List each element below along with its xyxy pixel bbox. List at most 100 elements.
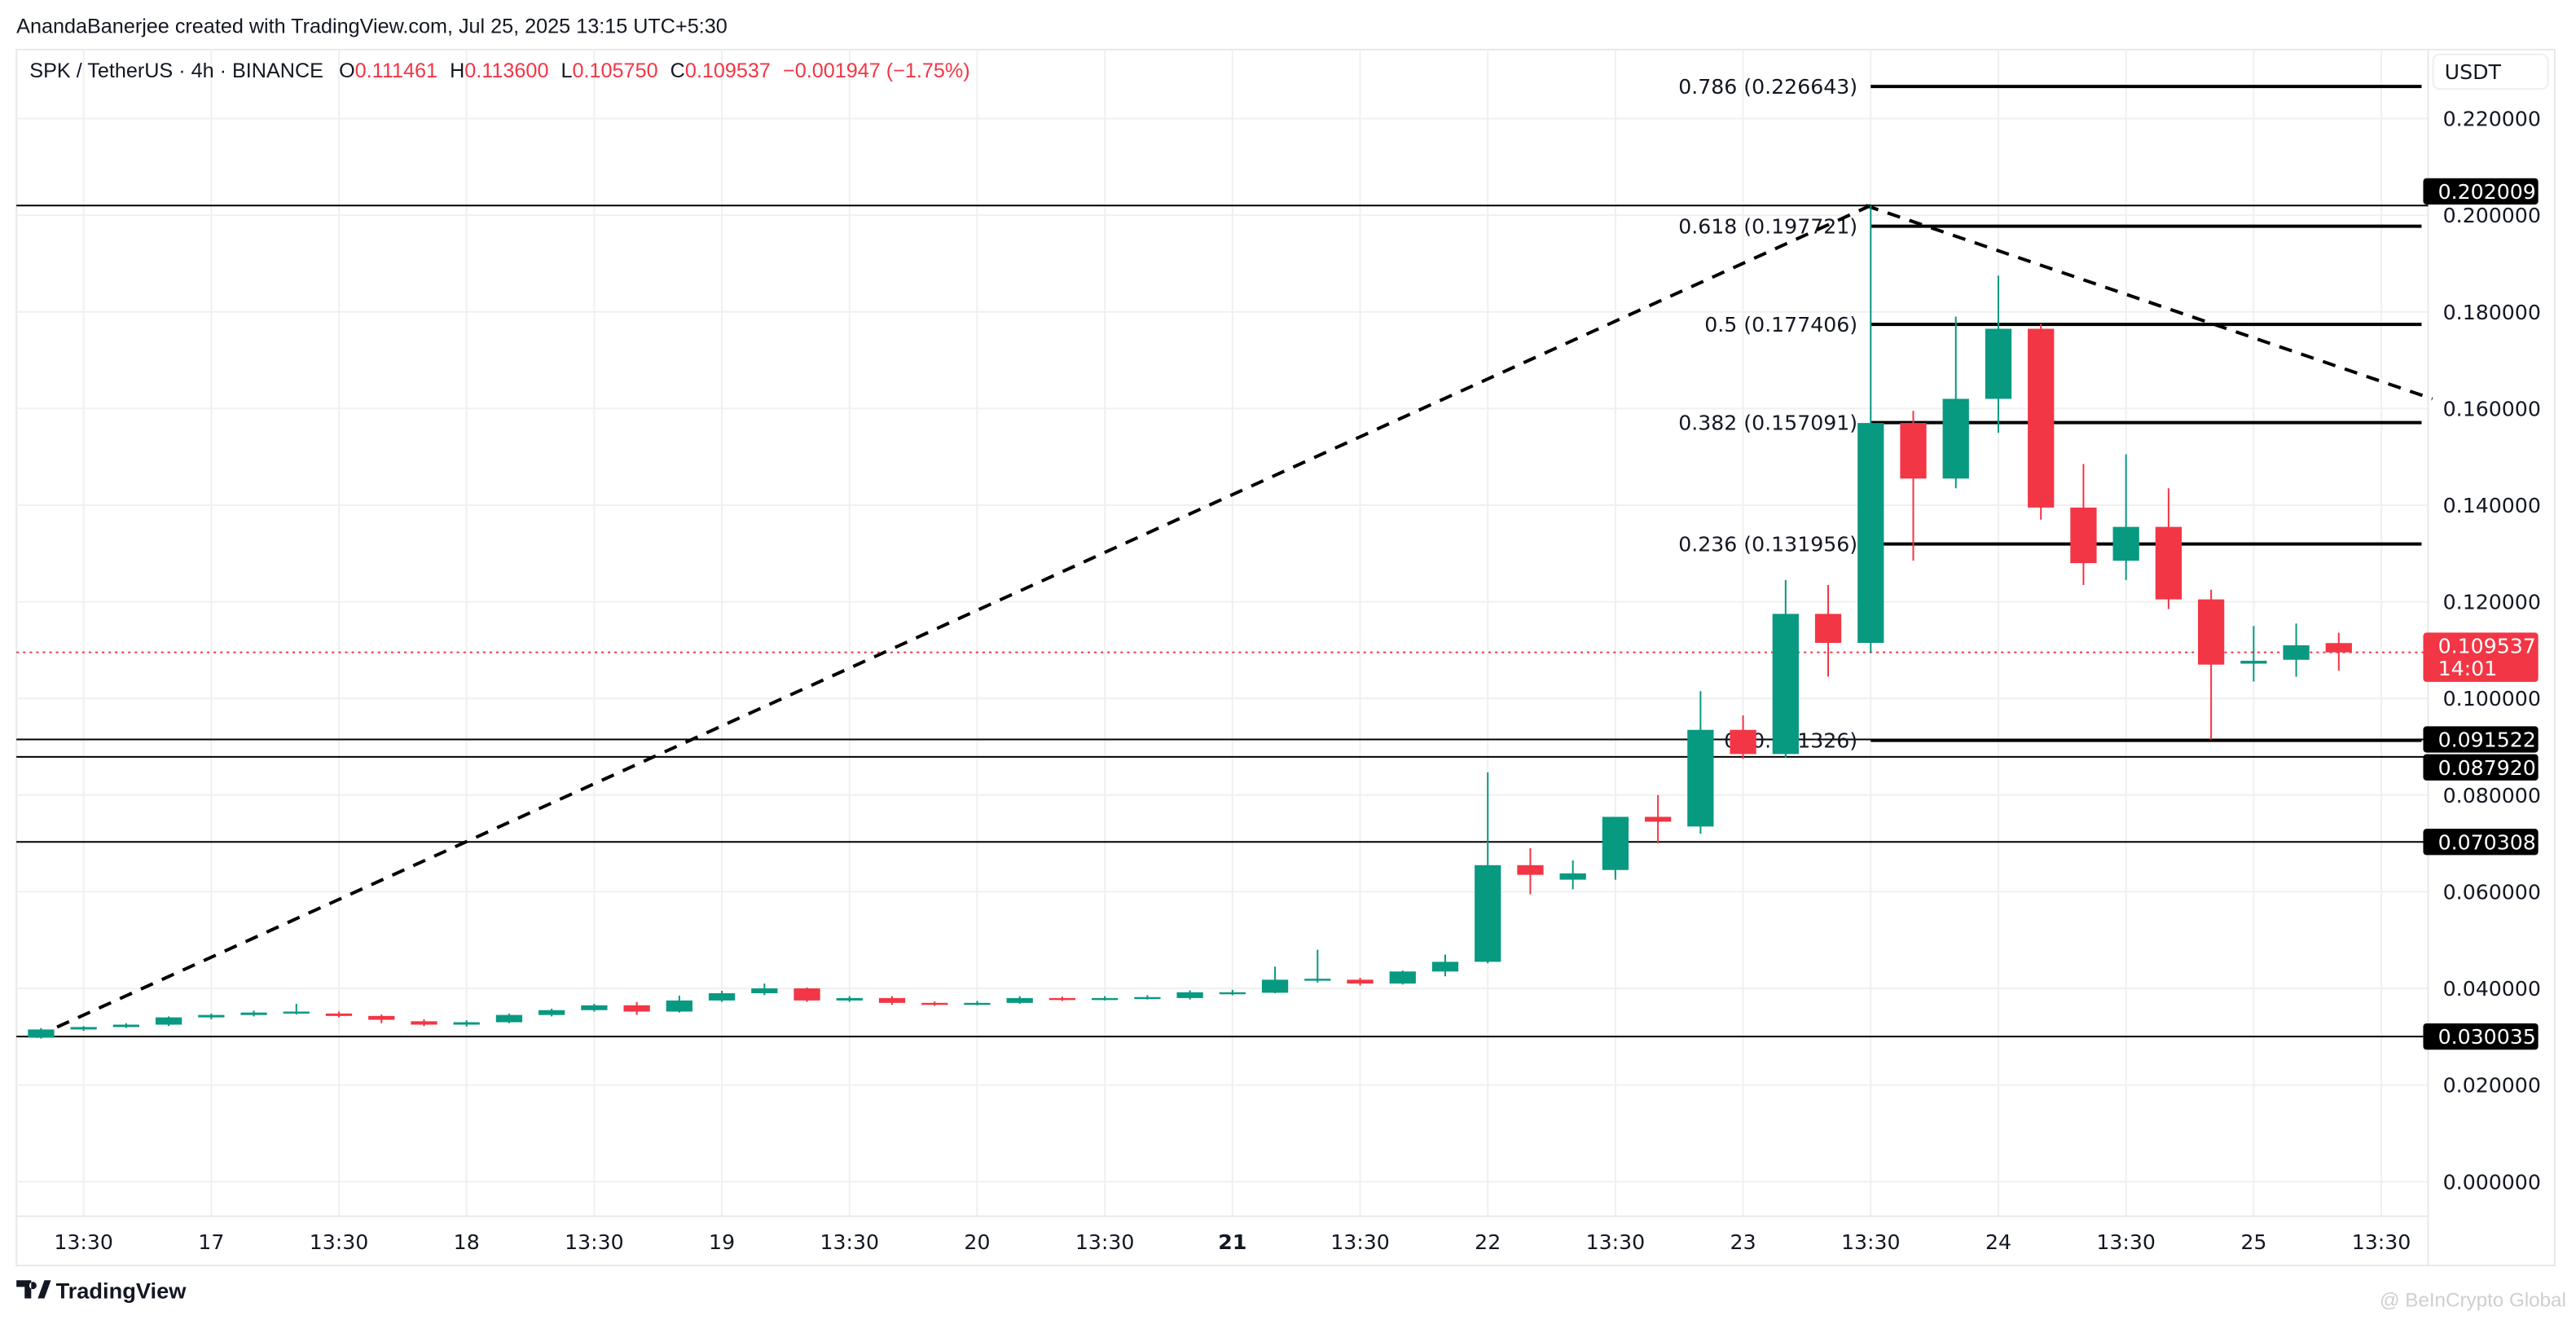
candle-up <box>1942 398 1969 479</box>
fib-level-label: 0.5 (0.177406) <box>1704 313 1857 337</box>
y-tick-label: 0.140000 <box>2443 494 2541 517</box>
candle-down <box>1730 729 1756 755</box>
fib-level-label: 0.618 (0.197721) <box>1678 215 1857 239</box>
candle-up <box>1772 614 1799 755</box>
candle-up <box>1219 992 1246 995</box>
trend-lines[interactable] <box>35 204 2433 1038</box>
x-tick-label: 25 <box>2240 1230 2266 1254</box>
fib-level-label: 0.236 (0.131956) <box>1678 533 1857 557</box>
candle-up <box>1176 992 1203 998</box>
candle-down <box>921 1002 948 1005</box>
y-tick-label: 0.100000 <box>2443 687 2541 711</box>
candle-down <box>2028 328 2055 508</box>
candle-up <box>198 1014 225 1018</box>
candle-down <box>1900 423 1927 479</box>
price-tags: 0.202009 0.091522 0.087920 0.070308 0.030035… <box>2423 178 2539 1050</box>
high-label: H <box>450 59 464 82</box>
x-tick-label: 23 <box>1730 1230 1756 1254</box>
candle-up <box>112 1024 140 1027</box>
tradingview-brand: TradingView <box>56 1278 187 1303</box>
y-tick-label: 0.120000 <box>2443 591 2541 614</box>
candle-up <box>2240 660 2267 664</box>
candle-down <box>1048 997 1076 1001</box>
tradingview-logo: TradingView <box>16 1278 187 1303</box>
price-axis[interactable]: 0.000000 0.020000 0.040000 0.060000 0.080000… <box>2443 108 2541 1195</box>
low-value: 0.105750 <box>573 59 658 82</box>
x-tick-label: 13:30 <box>2096 1230 2156 1254</box>
candle-up <box>453 1022 480 1025</box>
price-level-tag <box>2423 1023 2539 1050</box>
grid <box>16 49 2429 1217</box>
candle-up <box>538 1010 565 1015</box>
candle-up <box>1985 328 2012 399</box>
change-value: −0.001947 (−1.75%) <box>783 59 970 82</box>
candle-up <box>155 1017 182 1025</box>
candle-down <box>1645 816 1672 822</box>
x-tick-label: 13:30 <box>2352 1230 2411 1254</box>
currency-label: USDT <box>2445 60 2502 84</box>
price-level-tag <box>2423 829 2539 856</box>
candle-up <box>964 1002 991 1005</box>
candle-up <box>283 1011 310 1014</box>
candle-up <box>1134 997 1161 1000</box>
symbol-label[interactable]: SPK / TetherUS · 4h · BINANCE <box>29 59 323 82</box>
x-tick-label: 20 <box>964 1230 990 1254</box>
x-tick-label: 19 <box>709 1230 735 1254</box>
dashed-trend-line[interactable] <box>1865 204 2433 401</box>
candle-up <box>1431 961 1459 972</box>
candle-up <box>1304 979 1331 981</box>
y-tick-label: 0.060000 <box>2443 880 2541 904</box>
last-price-tag-price: 0.109537 <box>2438 635 2536 658</box>
candle-down <box>2325 643 2352 653</box>
candle-up <box>240 1012 267 1015</box>
fib-level-label: 0.382 (0.157091) <box>1678 411 1857 435</box>
x-tick-label: 21 <box>1218 1230 1246 1254</box>
dashed-trend-line[interactable] <box>35 204 1872 1038</box>
attribution-text: AnandaBanerjee created with TradingView.… <box>16 15 728 38</box>
low-label: L <box>561 59 573 82</box>
candle-up <box>1602 816 1629 870</box>
candle-up <box>666 1000 692 1012</box>
candle-down <box>1517 865 1544 875</box>
candle-up <box>708 992 736 1001</box>
candles <box>28 205 2352 1039</box>
candle-down <box>2197 599 2225 665</box>
x-tick-label: 22 <box>1475 1230 1501 1254</box>
price-level-tag-text: 0.087920 <box>2438 756 2536 780</box>
y-tick-label: 0.200000 <box>2443 204 2541 227</box>
candle-up <box>70 1027 97 1030</box>
watermark: @ BeInCrypto Global <box>2380 1290 2566 1312</box>
chart-frame <box>15 48 2556 1267</box>
price-level-tag-text: 0.070308 <box>2438 830 2536 854</box>
candle-down <box>325 1013 353 1016</box>
x-tick-label: 13:30 <box>1330 1230 1390 1254</box>
candle-down <box>2070 507 2097 564</box>
y-tick-label: 0.000000 <box>2443 1170 2541 1194</box>
time-axis[interactable]: 13:30 17 13:30 18 13:30 19 13:30 20 13:30 21 13:30… <box>54 1230 2411 1254</box>
chart-legend: SPK / TetherUS · 4h · BINANCE O0.111461 … <box>29 59 969 82</box>
y-tick-label: 0.180000 <box>2443 301 2541 324</box>
x-tick-label: 13:30 <box>1841 1230 1901 1254</box>
x-tick-label: 13:30 <box>820 1230 879 1254</box>
x-tick-label: 24 <box>1985 1230 2011 1254</box>
x-tick-label: 13:30 <box>1586 1230 1646 1254</box>
currency-button[interactable] <box>2432 53 2549 90</box>
price-level-tag-text: 0.091522 <box>2438 728 2536 752</box>
candle-up <box>1687 729 1714 827</box>
candle-down <box>1814 614 1842 643</box>
candle-up <box>1857 423 1884 643</box>
candle-down <box>793 988 820 1001</box>
candle-up <box>2283 645 2310 660</box>
last-price-tag-countdown: 14:01 <box>2438 657 2498 680</box>
price-level-tag-text: 0.030035 <box>2438 1025 2536 1049</box>
candle-down <box>411 1021 437 1025</box>
tradingview-logo-icon <box>16 1280 51 1299</box>
candle-up <box>2112 526 2139 561</box>
y-tick-label: 0.220000 <box>2443 108 2541 131</box>
last-price-tag <box>2423 632 2539 682</box>
close-value: 0.109537 <box>685 59 771 82</box>
x-tick-label: 13:30 <box>310 1230 369 1254</box>
candle-up <box>751 988 778 993</box>
open-label: O <box>339 59 355 82</box>
